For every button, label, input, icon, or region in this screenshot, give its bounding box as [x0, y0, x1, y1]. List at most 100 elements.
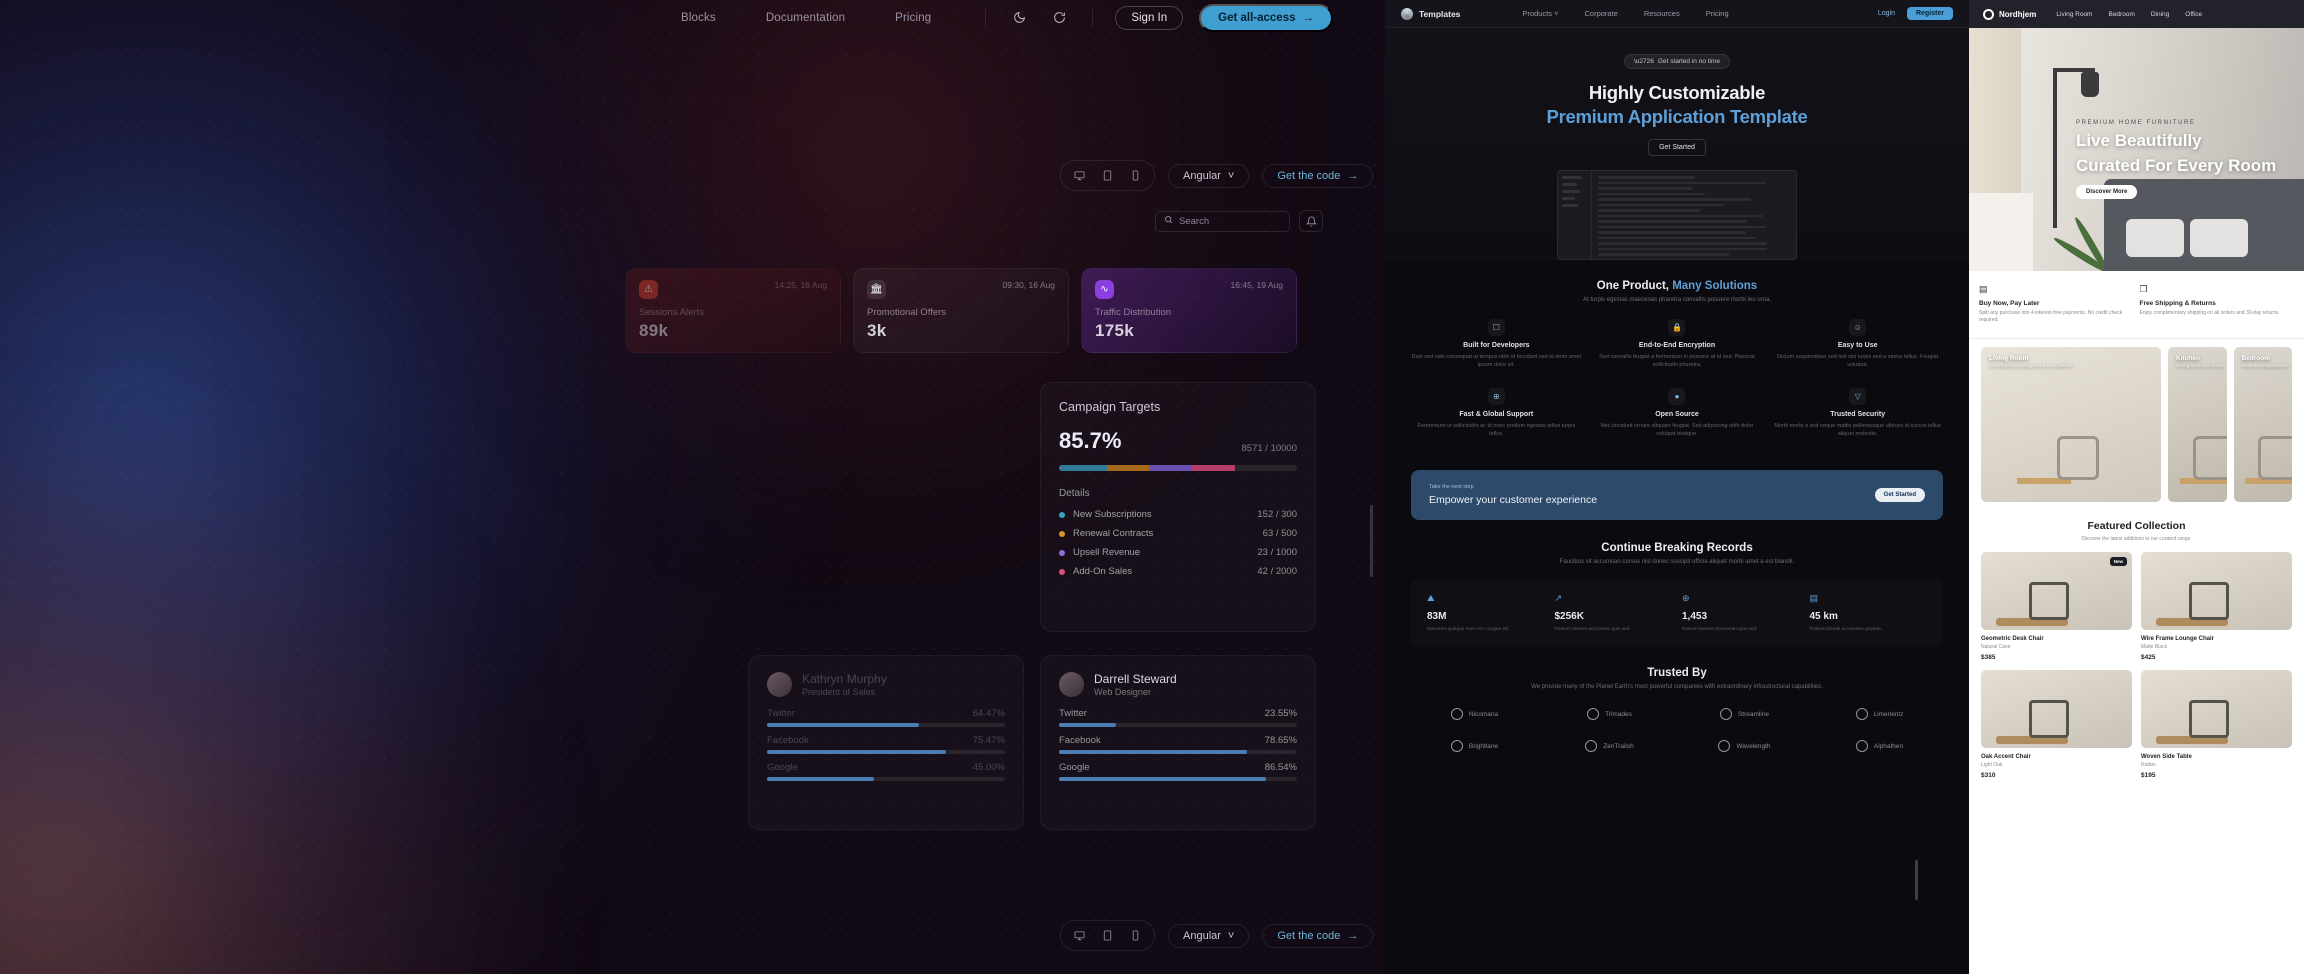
get-the-code-button-bottom[interactable]: Get the code → [1262, 924, 1373, 948]
app-mockup [1557, 170, 1797, 260]
template-nav-link[interactable]: Corporate [1584, 9, 1617, 18]
stat-timestamp: 09:30, 16 Aug [1003, 280, 1055, 290]
hero-cta-button[interactable]: Get Started [1648, 139, 1706, 156]
discover-more-button[interactable]: Discover More [2076, 185, 2137, 199]
nav-link-blocks[interactable]: Blocks [681, 12, 716, 24]
lamp-shade-decor [2081, 72, 2099, 97]
moon-icon[interactable] [1008, 7, 1030, 29]
login-link[interactable]: Login [1878, 10, 1895, 17]
social-label: Twitter [767, 708, 795, 719]
template-nav-links: Products ˅ Corporate Resources Pricing [1522, 9, 1728, 18]
product-image [2141, 552, 2292, 630]
hero-title-line1: Highly Customizable [1385, 82, 1969, 104]
record-value: 1,453 [1682, 611, 1800, 622]
framework-dropdown-bottom[interactable]: Angular ˅ [1168, 924, 1249, 948]
chair-decor [2029, 700, 2069, 738]
partner-logo-icon [1585, 740, 1597, 752]
social-label: Facebook [1059, 735, 1101, 746]
social-value: 86.54% [1265, 762, 1297, 773]
feature-item: ☺ Easy to Use Dictum suspendisse sed nisl … [1772, 319, 1943, 370]
campaign-percent: 85.7% [1059, 428, 1121, 454]
room-card[interactable]: Bedroom Beds and nightstands. [2234, 347, 2293, 502]
mobile-icon[interactable] [1123, 925, 1148, 946]
search-input[interactable]: Search [1155, 211, 1290, 232]
template-nav-link[interactable]: Resources [1644, 9, 1680, 18]
social-track [767, 777, 1005, 781]
cta-kicker: Take the next step [1429, 484, 1597, 490]
stat-label: Traffic Distribution [1095, 307, 1283, 318]
record-item: ↗ $256K Pretium laoreet accumsan quis sed. [1555, 593, 1673, 633]
get-all-access-button[interactable]: Get all-access → [1199, 4, 1333, 32]
sign-in-button[interactable]: Sign In [1115, 6, 1183, 30]
room-card[interactable]: Kitchen Dining sets and stools. [2168, 347, 2227, 502]
social-label: Facebook [767, 735, 809, 746]
sun-icon [1983, 9, 1994, 20]
detail-label: Renewal Contracts [1073, 528, 1255, 539]
product-name: Woven Side Table [2141, 754, 2292, 760]
social-track [1059, 723, 1297, 727]
card-icon: ▤ [1979, 284, 2134, 295]
product-card[interactable]: Woven Side Table Rattan $195 [2141, 670, 2292, 779]
partner-logo-label: Brightlane [1469, 743, 1498, 750]
social-track [1059, 777, 1297, 781]
nav-link-documentation[interactable]: Documentation [766, 12, 845, 24]
preview-scrollbar-thumb[interactable] [1915, 860, 1918, 900]
person-header: Darrell Steward Web Designer [1059, 672, 1297, 697]
refresh-icon[interactable] [1048, 7, 1070, 29]
users-icon: ⛰ [1427, 593, 1545, 604]
record-desc: Finibus blandit accumsan gravida. [1810, 626, 1928, 633]
social-fill [1059, 777, 1266, 781]
panel-title: Campaign Targets [1059, 400, 1297, 414]
detail-dot [1059, 531, 1065, 537]
social-value: 23.55% [1265, 708, 1297, 719]
cta-button[interactable]: Get Started [1875, 488, 1925, 502]
benefit-title: Free Shipping & Returns [2140, 300, 2295, 307]
product-card[interactable]: Oak Accent Chair Light Oak $310 [1981, 670, 2132, 779]
record-item: ⛰ 83M Nascetur quisque mus non congue elit… [1427, 593, 1545, 633]
person-header: Kathryn Murphy President of Sales [767, 672, 1005, 697]
template-nav-link[interactable]: Products ˅ [1522, 9, 1558, 18]
desktop-icon[interactable] [1067, 925, 1092, 946]
clock-icon: ⊕ [1682, 593, 1800, 604]
register-button[interactable]: Register [1907, 7, 1953, 20]
stat-card[interactable]: 🏛 09:30, 16 Aug Promotional Offers 3k [853, 268, 1069, 353]
furniture-nav-link[interactable]: Bedroom [2108, 11, 2134, 18]
chair-decor [2189, 700, 2229, 738]
furniture-nav-link[interactable]: Office [2185, 11, 2202, 18]
desktop-icon[interactable] [1067, 165, 1092, 186]
feature-item: ● Open Source Nec tincidunt ornare aliquam… [1592, 388, 1763, 439]
template-nav-link[interactable]: Pricing [1706, 9, 1729, 18]
furniture-brand[interactable]: Nordhjem [1983, 9, 2036, 20]
features-grid: ☐ Built for Developers Duis sed odio conse… [1411, 319, 1943, 438]
furniture-rooms: Living Room Comfortable seating and accen… [1969, 339, 2304, 510]
furniture-nav-link[interactable]: Dining [2151, 11, 2169, 18]
nav-link-pricing[interactable]: Pricing [895, 12, 931, 24]
feature-item: ⊕ Fast & Global Support Fermentum ut solli… [1411, 388, 1582, 439]
person-card-darrell: Darrell Steward Web Designer Twitter 23.55%… [1040, 655, 1316, 830]
mobile-icon[interactable] [1123, 165, 1148, 186]
template-brand[interactable]: Templates [1401, 8, 1460, 20]
furniture-nav-link[interactable]: Living Room [2056, 11, 2092, 18]
stat-timestamp: 16:45, 19 Aug [1231, 280, 1283, 290]
stat-timestamp: 14:25, 18 Aug [775, 280, 827, 290]
tablet-icon[interactable] [1095, 925, 1120, 946]
room-card[interactable]: Living Room Comfortable seating and accen… [1981, 347, 2161, 502]
product-card[interactable]: Wire Frame Lounge Chair Matte Black $425 [2141, 552, 2292, 661]
detail-row: Add-On Sales 42 / 2000 [1059, 562, 1297, 581]
tablet-icon[interactable] [1095, 165, 1120, 186]
stat-card[interactable]: ⚠ 14:25, 18 Aug Sessions Alerts 89k [625, 268, 841, 353]
product-card[interactable]: New Geometric Desk Chair Natural Cane $385 [1981, 552, 2132, 661]
hero-title-line2: Premium Application Template [1385, 106, 1969, 128]
partner-logo-icon [1587, 708, 1599, 720]
framework-dropdown[interactable]: Angular ˅ [1168, 164, 1249, 188]
person-name: Kathryn Murphy [802, 672, 887, 686]
trusted-subtitle: We provide many of the Planet Earth's mo… [1411, 684, 1943, 690]
stat-card[interactable]: ∿ 16:45, 19 Aug Traffic Distribution 175k [1081, 268, 1297, 353]
cabinet-decor [1969, 193, 2033, 271]
partner-logo-label: Trimades [1605, 711, 1632, 718]
nav-divider-2 [1092, 9, 1093, 26]
notifications-bell-icon[interactable] [1299, 210, 1323, 232]
get-the-code-button[interactable]: Get the code → [1262, 164, 1373, 188]
scrollbar-thumb[interactable] [1370, 505, 1373, 577]
records-subtitle: Faucibus sit accumsan cursus nisl donec … [1411, 559, 1943, 565]
